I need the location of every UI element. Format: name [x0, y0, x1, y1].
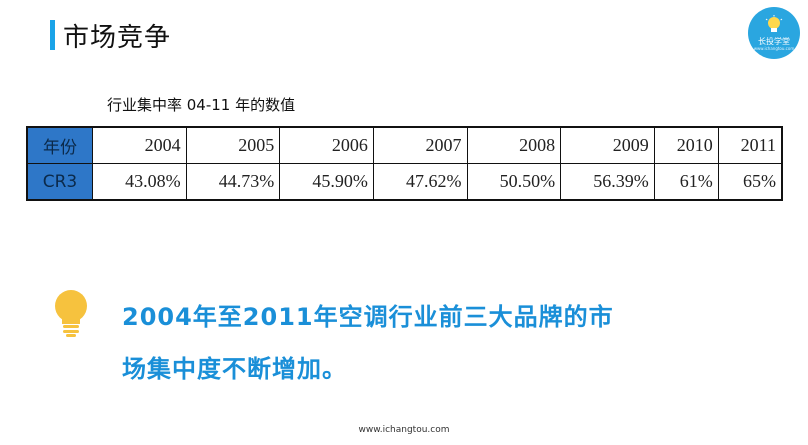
- table-row-years: 年份 2004 2005 2006 2007 2008 2009 2010 20…: [26, 126, 783, 164]
- lightbulb-icon: [55, 290, 87, 337]
- cr3-cell: 61%: [653, 163, 719, 201]
- row-header-cr3: CR3: [26, 163, 93, 201]
- logo-subtext: www.ichangtou.com: [753, 46, 795, 51]
- year-cell: 2004: [92, 126, 187, 164]
- year-cell: 2005: [185, 126, 281, 164]
- year-cell: 2006: [279, 126, 374, 164]
- conclusion-text: 2004年至2011年空调行业前三大品牌的市 场集中度不断增加。: [122, 291, 732, 395]
- title-accent-bar: [50, 20, 55, 50]
- lightbulb-logo-icon: [765, 15, 783, 32]
- year-cell: 2008: [466, 126, 562, 164]
- footer-url: www.ichangtou.com: [358, 425, 450, 435]
- year-cell: 2011: [717, 126, 783, 164]
- table-row-cr3: CR3 43.08% 44.73% 45.90% 47.62% 50.50% 5…: [26, 163, 783, 201]
- logo-text: 长投学堂: [758, 37, 790, 46]
- cr3-cell: 43.08%: [92, 163, 187, 201]
- concentration-table: 年份 2004 2005 2006 2007 2008 2009 2010 20…: [26, 126, 783, 201]
- brand-logo: 长投学堂 www.ichangtou.com: [748, 7, 800, 59]
- table-caption: 行业集中率 04-11 年的数值: [107, 96, 296, 114]
- conclusion-line-1: 2004年至2011年空调行业前三大品牌的市: [122, 303, 614, 331]
- row-header-year: 年份: [26, 126, 93, 164]
- cr3-cell: 45.90%: [279, 163, 374, 201]
- year-cell: 2010: [653, 126, 719, 164]
- slide-title: 市场竞争: [63, 22, 172, 53]
- cr3-cell: 56.39%: [560, 163, 655, 201]
- slide-title-bar: 市场竞争: [50, 20, 171, 53]
- cr3-cell: 65%: [717, 163, 783, 201]
- cr3-cell: 47.62%: [372, 163, 468, 201]
- cr3-cell: 50.50%: [466, 163, 562, 201]
- year-cell: 2009: [560, 126, 655, 164]
- conclusion-line-2: 场集中度不断增加。: [122, 355, 347, 383]
- cr3-cell: 44.73%: [185, 163, 281, 201]
- year-cell: 2007: [372, 126, 468, 164]
